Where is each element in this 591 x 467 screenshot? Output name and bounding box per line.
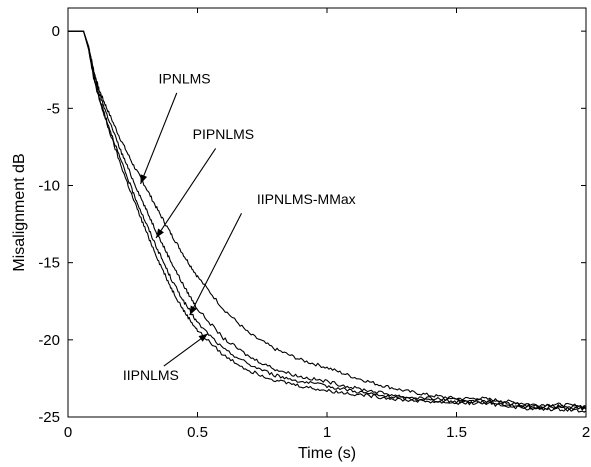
y-tick-label: -25 [38, 409, 60, 426]
annotation-arrow-line [163, 333, 209, 367]
y-tick-label: -20 [38, 332, 60, 349]
annotation-arrowhead [198, 333, 208, 342]
x-tick-label: 1 [323, 424, 331, 441]
series-line-iipnlms [68, 30, 587, 413]
annotation-arrow-line [189, 213, 243, 316]
annotation-arrow-line [155, 148, 217, 239]
annotation-label: IPNLMS [158, 71, 210, 87]
series-layer [68, 30, 587, 413]
y-tick-label: -5 [47, 100, 60, 117]
y-tick-label: -10 [38, 177, 60, 194]
x-tick-label: 2 [582, 424, 590, 441]
x-tick-label: 0 [64, 424, 72, 441]
x-axis-label: Time (s) [298, 445, 356, 462]
series-line-iipnlms-mmax [68, 30, 587, 411]
annotation-arrowhead [156, 228, 164, 238]
series-line-ipnlms [68, 30, 587, 409]
annotation-arrow-line [140, 92, 178, 185]
annotation-label: PIPNLMS [193, 126, 254, 142]
annotation-arrowhead [189, 305, 197, 316]
series-line-pipnlms [68, 30, 587, 410]
annotation-label: IIPNLMS-MMax [257, 191, 356, 207]
y-tick-label: -15 [38, 255, 60, 272]
y-axis-label: Misalignment dB [11, 153, 28, 271]
annotation-layer: IPNLMS PIPNLMS IIPNLMS-MMax IIPNLMS [123, 71, 356, 383]
plot-frame [67, 7, 587, 418]
x-tick-label: 0.5 [187, 424, 208, 441]
x-tick-label: 1.5 [446, 424, 467, 441]
tick-layer: 0 0.5 1 1.5 2 0 -5 -10 -15 -20 -25 [38, 8, 590, 441]
annotation-label: IIPNLMS [123, 367, 179, 383]
annotation-arrowhead [140, 174, 148, 184]
y-tick-label: 0 [52, 23, 60, 40]
